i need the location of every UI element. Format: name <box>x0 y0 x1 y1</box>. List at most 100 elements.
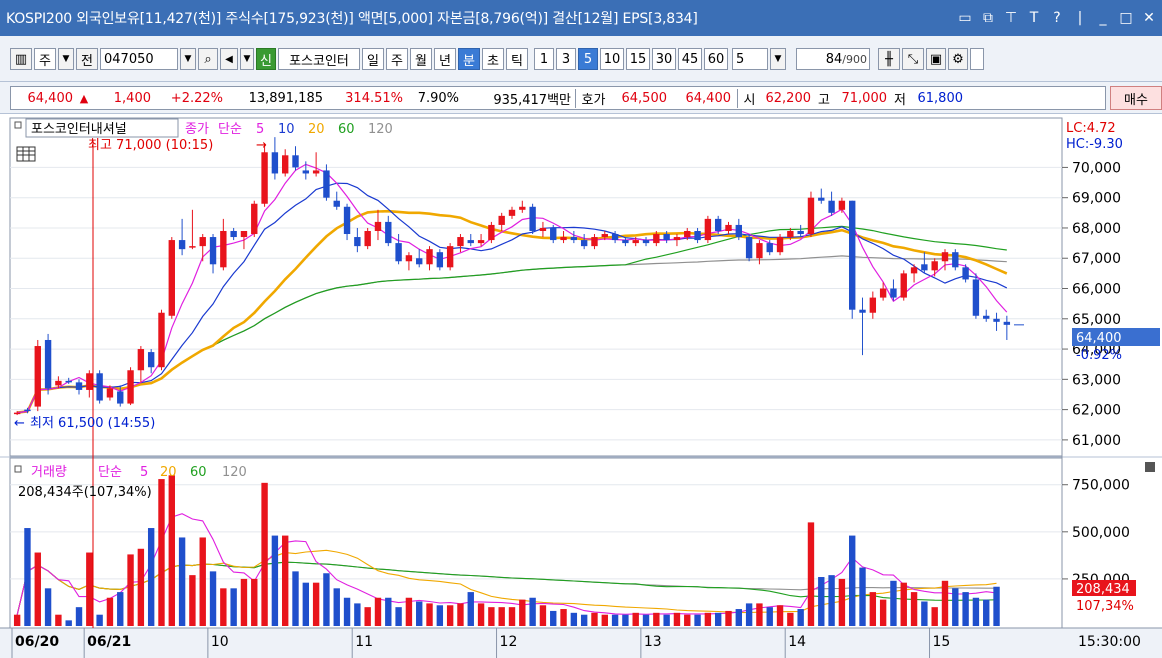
count-input[interactable]: 84/900 <box>796 48 870 70</box>
interval-45[interactable]: 45 <box>678 48 702 70</box>
close-icon[interactable]: ✕ <box>1143 10 1155 26</box>
interval-buttons: 1 3 5 10 15 30 45 60 <box>534 48 730 70</box>
pin-icon[interactable]: ⊤ <box>1004 10 1018 26</box>
volume-bar <box>436 605 444 626</box>
candle-body <box>931 261 938 271</box>
window-icon[interactable]: ⧉ <box>983 10 993 26</box>
tab-week[interactable]: 주 <box>386 48 408 70</box>
candle-body <box>220 230 227 268</box>
ma-20-line <box>17 209 1008 414</box>
candle-body <box>189 246 196 248</box>
maximize-icon[interactable]: □ <box>1119 10 1133 26</box>
search-icon[interactable]: ⌕ <box>198 48 218 70</box>
volume-bar <box>745 603 753 626</box>
interval-15[interactable]: 15 <box>626 48 650 70</box>
price-change-pct: +2.22% <box>170 90 223 106</box>
candle-body <box>735 224 742 238</box>
candle-body <box>292 155 299 168</box>
volume-ratio: 314.51% <box>345 90 403 106</box>
interval-30[interactable]: 30 <box>652 48 676 70</box>
volume-legend[interactable]: 거래량 단순 5 20 60 120 <box>14 465 247 480</box>
candle-body <box>75 382 83 390</box>
help-icon[interactable]: ? <box>1053 10 1061 26</box>
candle-body <box>55 380 62 386</box>
candle-body <box>519 206 526 210</box>
market-dropdown-icon[interactable]: ▼ <box>58 48 74 70</box>
layout-icon[interactable]: ▥ <box>10 48 32 70</box>
tab-minute[interactable]: 분 <box>458 48 480 70</box>
ask-label: 호가 <box>575 88 611 108</box>
volume-close-icon[interactable] <box>1145 462 1155 472</box>
interval-select[interactable]: 5 <box>732 48 768 70</box>
volume-bar <box>704 612 712 626</box>
date-label: 06/21 <box>87 634 131 650</box>
volume-bar <box>766 607 773 626</box>
all-button[interactable]: 전 <box>76 48 98 70</box>
candle-body <box>601 234 608 238</box>
interval-60[interactable]: 60 <box>704 48 728 70</box>
volume-bar <box>560 609 567 626</box>
tab-tick[interactable]: 틱 <box>506 48 528 70</box>
price-tick-label: 70,000 <box>1072 160 1121 176</box>
sound-icon[interactable]: ◀ <box>220 48 238 70</box>
hc-label: HC:-9.30 <box>1066 137 1123 152</box>
save-icon[interactable]: ▣ <box>926 48 946 70</box>
settings-gear-icon[interactable]: ⚙ <box>948 48 968 70</box>
candle-body <box>756 243 763 259</box>
volume-bar <box>209 571 217 626</box>
tab-month[interactable]: 월 <box>410 48 432 70</box>
volume-bar <box>55 614 62 626</box>
candle-body <box>385 221 392 244</box>
volume-value-text: 208,434주(107,34%) <box>18 485 152 500</box>
low-label: 저 <box>894 92 906 108</box>
minimize-icon[interactable]: _ <box>1099 10 1107 26</box>
volume-tick-label: 500,000 <box>1072 525 1130 541</box>
volume-bar <box>735 609 742 626</box>
tab-day[interactable]: 일 <box>362 48 384 70</box>
interval-10[interactable]: 10 <box>600 48 624 70</box>
count-value: 84 <box>825 51 843 67</box>
open-price: 62,200 <box>765 90 812 106</box>
volume-bar <box>147 528 155 626</box>
volume-bar <box>519 599 526 626</box>
code-input[interactable]: 047050 <box>100 48 178 70</box>
sound-dropdown-icon[interactable]: ▼ <box>240 48 254 70</box>
font-icon[interactable]: T <box>1029 10 1039 26</box>
line-tool-icon[interactable]: ⤡ <box>902 48 924 70</box>
volume-bar <box>653 612 660 626</box>
restore-icon[interactable]: ▭ <box>958 10 972 26</box>
interval-1[interactable]: 1 <box>534 48 554 70</box>
candle-body <box>673 237 681 241</box>
interval-5[interactable]: 5 <box>578 48 598 70</box>
current-price-label: 64,400 <box>1076 331 1122 346</box>
option-checkbox[interactable] <box>970 48 984 70</box>
table-view-icon[interactable] <box>16 146 36 162</box>
volume-bar <box>168 475 175 626</box>
market-select[interactable]: 주 <box>34 48 56 70</box>
high-label: 고 <box>818 92 830 108</box>
tab-second[interactable]: 초 <box>482 48 504 70</box>
candle-body <box>766 243 773 253</box>
volume-bar <box>714 612 722 626</box>
candle-body <box>44 339 52 389</box>
candle-body <box>467 240 474 244</box>
current-volume-pct: 107,34% <box>1076 599 1134 614</box>
candle-body <box>529 206 536 231</box>
volume-bar <box>385 597 392 626</box>
interval-dropdown-icon[interactable]: ▼ <box>770 48 786 70</box>
price-legend[interactable]: 포스코인터내셔널 종가 단순 5 10 20 60 120 <box>14 118 393 138</box>
candle-body <box>251 203 258 235</box>
volume-bar <box>292 571 299 626</box>
interval-3[interactable]: 3 <box>556 48 576 70</box>
candle-body <box>65 380 72 383</box>
buy-button[interactable]: 매수 <box>1110 86 1162 110</box>
candle-type-icon[interactable]: ╫ <box>878 48 900 70</box>
tab-year[interactable]: 년 <box>434 48 456 70</box>
volume-bar <box>75 607 83 626</box>
chart-area: 70,000 69,000 68,000 67,000 66,000 65,000 64,0… <box>0 114 1162 658</box>
new-badge[interactable]: 신 <box>256 48 276 70</box>
volume-bar <box>457 603 464 626</box>
candle-body <box>426 249 433 265</box>
code-dropdown-icon[interactable]: ▼ <box>180 48 196 70</box>
volume-bar <box>488 607 495 626</box>
